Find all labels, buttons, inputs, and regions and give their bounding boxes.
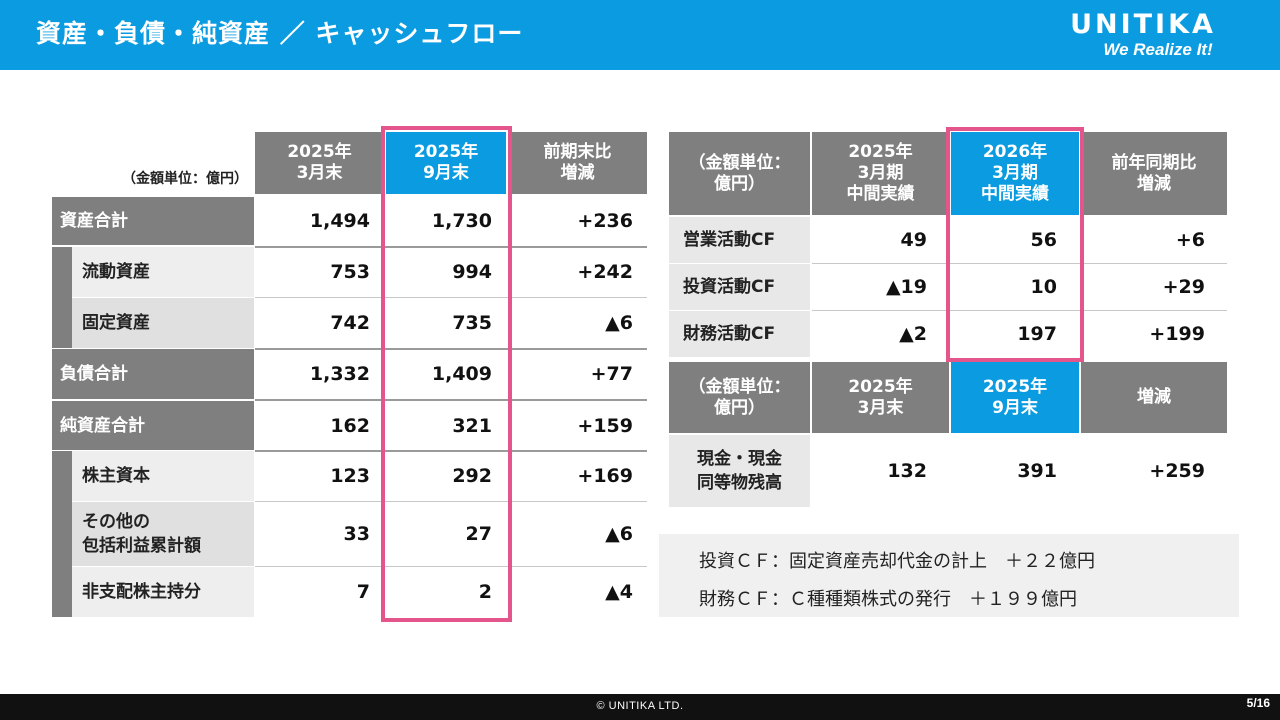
bs-col-header-2025-09: 2025年 9月末: [386, 132, 506, 194]
cash-cell-2025-03: 132: [887, 460, 927, 482]
header-bar: 資産・負債・純資産 ／ キャッシュフロー UNITIKA We Realize …: [0, 0, 1280, 70]
cf-cell-investing-diff: +29: [1162, 276, 1205, 298]
cf-cell-investing-curr: 10: [1030, 276, 1057, 298]
bs-cell-total-net-assets-2025-03: 162: [330, 414, 370, 437]
bs-cell-fixed-assets-2025-03: 742: [330, 312, 370, 334]
bs-cell-total-assets-2025-09: 1,730: [431, 210, 492, 232]
bs-cell-shareholders-equity-2025-03: 123: [330, 465, 370, 487]
bs-row-divider: [255, 501, 647, 502]
bs-row-label-total-net-assets: 純資産合計: [52, 401, 254, 450]
bs-col-header-diff: 前期末比 増減: [508, 132, 647, 194]
cash-col-header-2025-09: 2025年 9月末: [951, 362, 1079, 433]
bs-cell-aoci-2025-09: 27: [465, 523, 492, 545]
bs-cell-current-assets-diff: +242: [577, 261, 633, 283]
bs-cell-shareholders-equity-diff: +169: [577, 465, 633, 487]
cf-cell-operating-prev: 49: [900, 229, 927, 251]
bs-cell-total-liabilities-2025-03: 1,332: [309, 363, 370, 385]
cf-cell-financing-curr: 197: [1017, 323, 1057, 345]
note-financing-cf: 財務ＣＦ：Ｃ種種類株式の発行 ＋１９９億円: [699, 589, 1077, 610]
bs-cell-fixed-assets-diff: ▲6: [605, 312, 633, 334]
page-title: 資産・負債・純資産 ／ キャッシュフロー: [36, 19, 524, 48]
notes-box: 投資ＣＦ：固定資産売却代金の計上 ＋２２億円 財務ＣＦ：Ｃ種種類株式の発行 ＋１…: [659, 534, 1239, 617]
cf-row-label-operating: 営業活動CF: [669, 217, 810, 263]
bs-cell-aoci-2025-03: 33: [343, 523, 370, 545]
copyright-text: © UNITIKA LTD.: [596, 700, 684, 712]
bs-cell-total-net-assets-diff: +159: [577, 414, 633, 437]
cf-cell-operating-curr: 56: [1030, 229, 1057, 251]
bs-row-label-non-controlling: 非支配株主持分: [72, 567, 254, 617]
cf-cell-operating-diff: +6: [1175, 229, 1205, 251]
bs-row-label-total-assets: 資産合計: [52, 197, 254, 245]
bs-unit-label: （金額単位：億円）: [122, 170, 248, 187]
page-number: 5/16: [1246, 696, 1270, 710]
bs-row-label-current-assets: 流動資産: [72, 247, 254, 297]
cf-col-header-fy2025-interim: 2025年 3月期 中間実績: [812, 132, 949, 215]
bs-row-label-total-liabilities: 負債合計: [52, 349, 254, 399]
cash-row-label: 現金・現金 同等物残高: [669, 435, 810, 507]
cash-unit-label: （金額単位： 億円）: [669, 362, 810, 433]
bs-cell-aoci-diff: ▲6: [605, 523, 633, 545]
bs-cell-total-liabilities-diff: +77: [590, 363, 633, 385]
bs-cell-non-controlling-diff: ▲4: [605, 581, 633, 603]
cf-row-label-financing: 財務活動CF: [669, 311, 810, 357]
cf-cell-financing-prev: ▲2: [899, 323, 927, 345]
bs-cell-non-controlling-2025-03: 7: [356, 581, 370, 603]
bs-group-stub-assets: [52, 247, 72, 348]
cf-cell-investing-prev: ▲19: [885, 276, 927, 298]
bs-cell-current-assets-2025-09: 994: [452, 261, 492, 283]
bs-cell-shareholders-equity-2025-09: 292: [452, 465, 492, 487]
unitika-logo: UNITIKA We Realize It!: [1028, 10, 1258, 62]
note-investing-cf: 投資ＣＦ：固定資産売却代金の計上 ＋２２億円: [699, 551, 1095, 572]
bs-row-divider: [255, 246, 647, 248]
bs-cell-total-assets-diff: +236: [577, 210, 633, 232]
bs-row-divider: [255, 297, 647, 298]
cf-col-header-diff: 前年同期比 増減: [1081, 132, 1227, 215]
cash-col-header-diff: 増減: [1081, 362, 1227, 433]
cf-cell-financing-diff: +199: [1149, 323, 1205, 345]
bs-row-divider: [255, 450, 647, 452]
bs-row-label-aoci: その他の 包括利益累計額: [72, 502, 254, 566]
cf-unit-label: （金額単位： 億円）: [669, 132, 810, 215]
cf-row-label-investing: 投資活動CF: [669, 264, 810, 310]
bs-cell-total-net-assets-2025-09: 321: [452, 414, 492, 437]
cf-col-header-fy2026-interim: 2026年 3月期 中間実績: [951, 132, 1079, 215]
bs-row-divider: [255, 348, 647, 350]
bs-cell-fixed-assets-2025-09: 735: [452, 312, 492, 334]
cf-row-divider: [812, 310, 1227, 311]
bs-cell-total-liabilities-2025-09: 1,409: [431, 363, 492, 385]
cash-col-header-2025-03: 2025年 3月末: [812, 362, 949, 433]
logo-tagline: We Realize It!: [1103, 40, 1213, 59]
bs-cell-total-assets-2025-03: 1,494: [309, 210, 370, 232]
cash-cell-diff: +259: [1149, 460, 1205, 482]
bs-group-stub-equity: [52, 451, 72, 617]
bs-cell-non-controlling-2025-09: 2: [478, 581, 492, 603]
bs-cell-current-assets-2025-03: 753: [330, 261, 370, 283]
logo-name: UNITIKA: [1070, 9, 1216, 40]
bs-row-divider: [255, 566, 647, 567]
bs-col-header-2025-03: 2025年 3月末: [255, 132, 384, 194]
cash-cell-2025-09: 391: [1017, 460, 1057, 482]
bs-row-label-fixed-assets: 固定資産: [72, 298, 254, 348]
bs-row-divider: [255, 399, 647, 401]
cf-row-divider: [812, 263, 1227, 264]
footer-bar: © UNITIKA LTD. 5/16: [0, 694, 1280, 720]
bs-row-label-shareholders-equity: 株主資本: [72, 451, 254, 501]
